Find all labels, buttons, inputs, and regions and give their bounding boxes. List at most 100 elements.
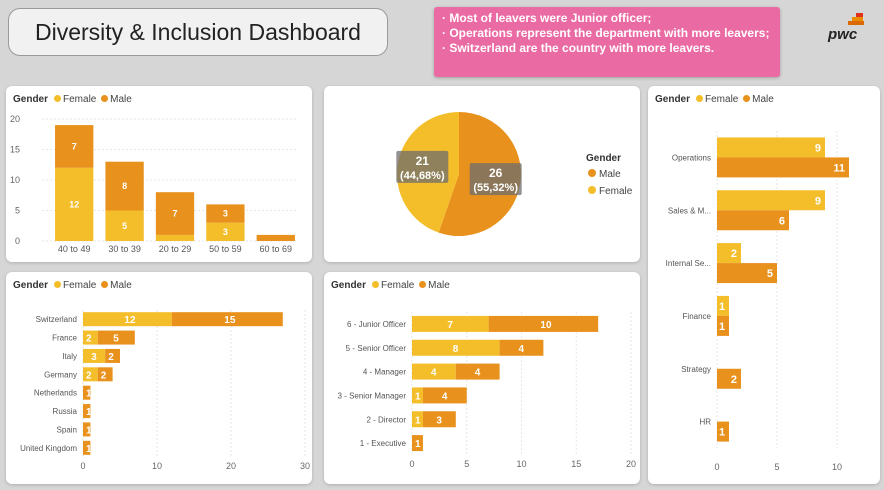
y-category-label: Germany xyxy=(44,370,77,379)
bar-value-label: 4 xyxy=(475,368,481,379)
legend-male: Male xyxy=(752,94,774,105)
legend-female-dot-icon xyxy=(588,186,596,194)
bar-value-label: 9 xyxy=(815,195,821,207)
bar-value-label: 3 xyxy=(436,415,442,426)
bar-value-label: 1 xyxy=(415,391,421,402)
bar-value-label: 3 xyxy=(223,227,228,237)
y-category-label: United Kingdom xyxy=(20,444,77,453)
insights-note: · Most of leavers were Junior officer; ·… xyxy=(434,7,780,77)
female-dot-icon xyxy=(54,281,62,288)
y-tick-label: 5 xyxy=(15,206,20,216)
insight-2: · Operations represent the department wi… xyxy=(442,26,770,40)
gender-pie-panel: 26 (55,32%) 21 (44,68%) Gender Male Female xyxy=(324,86,640,262)
bar-value-label: 1 xyxy=(415,415,421,426)
x-category-label: 20 to 29 xyxy=(159,244,192,254)
bar-value-label: 1 xyxy=(719,321,725,333)
y-category-label: France xyxy=(52,334,77,343)
x-category-label: 60 to 69 xyxy=(260,244,293,254)
bar-female xyxy=(412,363,456,380)
female-dot-icon xyxy=(372,281,380,288)
bar-female xyxy=(412,315,489,332)
bar-value-label: 4 xyxy=(431,368,437,379)
x-tick-label: 15 xyxy=(571,459,581,469)
y-category-label: Internal Se... xyxy=(666,259,711,268)
bar-male xyxy=(717,368,741,389)
bar-value-label: 12 xyxy=(69,199,79,209)
bar-male xyxy=(717,263,777,284)
position-chart: 0 5 10 15 20 6 - Junior Officer 7 10 5 - Senior … xyxy=(338,312,636,469)
y-category-label: 6 - Junior Officer xyxy=(347,320,406,329)
bar-male xyxy=(256,234,295,241)
bar-female xyxy=(105,210,144,241)
x-tick-label: 10 xyxy=(832,462,842,472)
pie-percent-label: (44,68%) xyxy=(400,170,445,182)
bar-value-label: 2 xyxy=(86,334,92,345)
bar-value-label: 7 xyxy=(72,141,77,151)
bar-male xyxy=(105,161,144,211)
female-dot-icon xyxy=(696,95,704,102)
bar-male xyxy=(488,315,599,332)
x-tick-label: 0 xyxy=(714,462,719,472)
bar-male xyxy=(412,435,423,452)
bar-value-label: 6 xyxy=(779,215,785,227)
legend-female: Female xyxy=(63,280,97,291)
bar-female xyxy=(155,234,195,241)
y-category-label: Spain xyxy=(57,425,77,434)
department-legend: Gender Female Male xyxy=(655,94,774,105)
insight-1: · Most of leavers were Junior officer; xyxy=(442,11,652,25)
y-category-label: Operations xyxy=(672,153,711,162)
bar-female xyxy=(412,387,423,404)
bar-male xyxy=(717,210,789,231)
dashboard-title: Diversity & Inclusion Dashboard xyxy=(8,8,388,56)
bar-value-label: 4 xyxy=(442,391,448,402)
legend-title: Gender xyxy=(13,280,49,291)
bar-value-label: 2 xyxy=(101,370,107,381)
pie-legend-title: Gender xyxy=(586,153,621,164)
y-category-label: Finance xyxy=(683,312,712,321)
x-tick-label: 0 xyxy=(80,461,85,471)
female-dot-icon xyxy=(54,95,62,102)
legend-title: Gender xyxy=(331,280,367,291)
bar-male xyxy=(83,385,91,400)
x-tick-label: 20 xyxy=(226,461,236,471)
bar-female xyxy=(717,295,729,316)
gender-pie-chart: 26 (55,32%) 21 (44,68%) Gender Male Female xyxy=(396,112,633,236)
y-category-label: 5 - Senior Officer xyxy=(346,344,407,353)
pie-label-box xyxy=(469,163,522,196)
y-category-label: Switzerland xyxy=(36,315,77,324)
bar-value-label: 2 xyxy=(731,374,737,386)
bar-value-label: 12 xyxy=(124,315,136,326)
x-tick-label: 0 xyxy=(409,459,414,469)
bar-value-label: 4 xyxy=(519,344,525,355)
bar-value-label: 1 xyxy=(86,425,92,436)
pie-value-label: 21 xyxy=(416,154,430,168)
bar-female xyxy=(83,312,172,327)
bar-male xyxy=(499,339,544,356)
y-category-label: HR xyxy=(699,418,711,427)
bar-value-label: 2 xyxy=(108,352,114,363)
male-dot-icon xyxy=(101,281,109,288)
bar-female xyxy=(83,348,106,363)
bar-value-label: 1 xyxy=(415,439,421,450)
bar-value-label: 8 xyxy=(122,181,127,191)
pwc-logo-text: pwc xyxy=(827,26,858,43)
position-chart-panel: Gender Female Male 0 5 10 15 20 6 - Junior Off… xyxy=(324,272,640,484)
bar-male xyxy=(97,330,135,345)
pie-percent-label: (55,32%) xyxy=(473,182,518,194)
y-tick-label: 20 xyxy=(10,114,20,124)
male-dot-icon xyxy=(743,95,751,102)
bar-female xyxy=(412,339,500,356)
bar-value-label: 10 xyxy=(540,320,552,331)
y-category-label: 4 - Manager xyxy=(363,368,406,377)
x-tick-label: 5 xyxy=(774,462,779,472)
bar-value-label: 3 xyxy=(91,352,97,363)
bar-value-label: 1 xyxy=(86,444,92,455)
male-dot-icon xyxy=(419,281,427,288)
y-category-label: Italy xyxy=(62,352,77,361)
bar-female xyxy=(83,367,98,382)
bar-female xyxy=(55,167,94,241)
bar-male xyxy=(105,348,120,363)
bar-male xyxy=(97,367,113,382)
x-tick-label: 10 xyxy=(516,459,526,469)
